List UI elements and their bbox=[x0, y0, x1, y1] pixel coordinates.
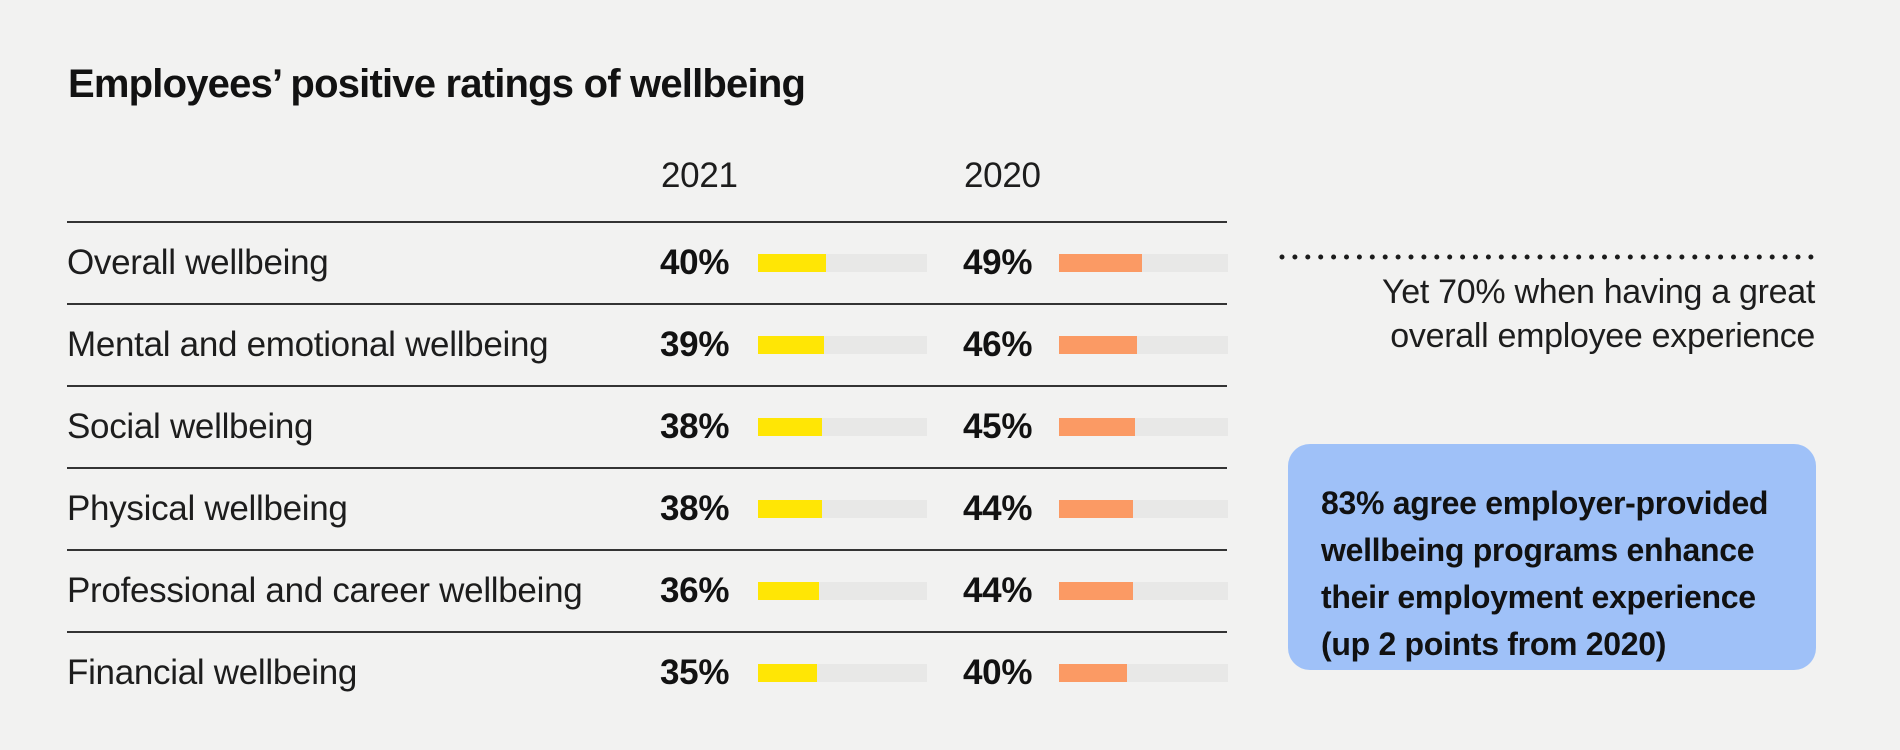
callout-line-2: wellbeing programs enhance bbox=[1321, 532, 1755, 568]
value-2021: 38% bbox=[660, 489, 730, 528]
callout-line-3: their employment experience bbox=[1321, 579, 1756, 615]
annotation-line-1: Yet 70% when having a great bbox=[1382, 273, 1815, 311]
bar-2021-track bbox=[758, 582, 927, 600]
value-2020: 44% bbox=[963, 571, 1033, 610]
category-label: Physical wellbeing bbox=[67, 489, 348, 528]
bar-2020-fill bbox=[1059, 254, 1142, 272]
table-row: Social wellbeing 38% 45% bbox=[67, 385, 1228, 467]
annotation-line-2: overall employee experience bbox=[1390, 317, 1815, 355]
bar-2020-track bbox=[1059, 336, 1228, 354]
callout-line-4: (up 2 points from 2020) bbox=[1321, 626, 1667, 662]
column-header-2020: 2020 bbox=[964, 156, 1041, 195]
value-2020: 44% bbox=[963, 489, 1033, 528]
category-label: Overall wellbeing bbox=[67, 243, 329, 282]
table-row: Overall wellbeing 40% 49% bbox=[67, 221, 1228, 303]
value-2021: 39% bbox=[660, 325, 730, 364]
bar-2020-track bbox=[1059, 582, 1228, 600]
wellbeing-table: Overall wellbeing 40% 49% Mental and emo… bbox=[67, 221, 1228, 713]
bar-2020-track bbox=[1059, 500, 1228, 518]
bar-2020-fill bbox=[1059, 500, 1134, 518]
page-title: Employees’ positive ratings of wellbeing bbox=[68, 62, 806, 106]
category-label: Financial wellbeing bbox=[67, 653, 358, 692]
value-2020: 49% bbox=[963, 243, 1033, 282]
category-label: Professional and career wellbeing bbox=[67, 571, 583, 610]
table-row: Physical wellbeing 38% 44% bbox=[67, 467, 1228, 549]
value-2020: 46% bbox=[963, 325, 1033, 364]
bar-2020-track bbox=[1059, 418, 1228, 436]
bar-2020-fill bbox=[1059, 418, 1136, 436]
bar-2020-fill bbox=[1059, 336, 1137, 354]
bar-2021-fill bbox=[758, 582, 819, 600]
value-2020: 45% bbox=[963, 407, 1033, 446]
bar-2021-track bbox=[758, 336, 927, 354]
category-label: Social wellbeing bbox=[67, 407, 314, 446]
category-label: Mental and emotional wellbeing bbox=[67, 325, 549, 364]
table-row: Financial wellbeing 35% 40% bbox=[67, 631, 1228, 713]
callout-box: 83% agree employer-provided wellbeing pr… bbox=[1288, 444, 1816, 670]
bar-2021-fill bbox=[758, 336, 824, 354]
value-2020: 40% bbox=[963, 653, 1033, 692]
annotation-text: Yet 70% when having a great overall empl… bbox=[1295, 270, 1815, 358]
table-row: Mental and emotional wellbeing 39% 46% bbox=[67, 303, 1228, 385]
bar-2021-fill bbox=[758, 418, 823, 436]
bar-2021-fill bbox=[758, 664, 818, 682]
bar-2020-fill bbox=[1059, 664, 1127, 682]
column-header-2021: 2021 bbox=[661, 156, 738, 195]
value-2021: 36% bbox=[660, 571, 730, 610]
bar-2021-track bbox=[758, 418, 927, 436]
value-2021: 35% bbox=[660, 653, 730, 692]
bar-2021-track bbox=[758, 664, 927, 682]
bar-2021-track bbox=[758, 254, 927, 272]
bar-2020-track bbox=[1059, 664, 1228, 682]
dotted-leader-line bbox=[1279, 254, 1818, 260]
value-2021: 38% bbox=[660, 407, 730, 446]
bar-2021-fill bbox=[758, 500, 823, 518]
callout-line-1: 83% agree employer-provided bbox=[1321, 485, 1769, 521]
bar-2020-fill bbox=[1059, 582, 1134, 600]
bar-2021-fill bbox=[758, 254, 826, 272]
table-row: Professional and career wellbeing 36% 44… bbox=[67, 549, 1228, 631]
value-2021: 40% bbox=[660, 243, 730, 282]
bar-2021-track bbox=[758, 500, 927, 518]
bar-2020-track bbox=[1059, 254, 1228, 272]
